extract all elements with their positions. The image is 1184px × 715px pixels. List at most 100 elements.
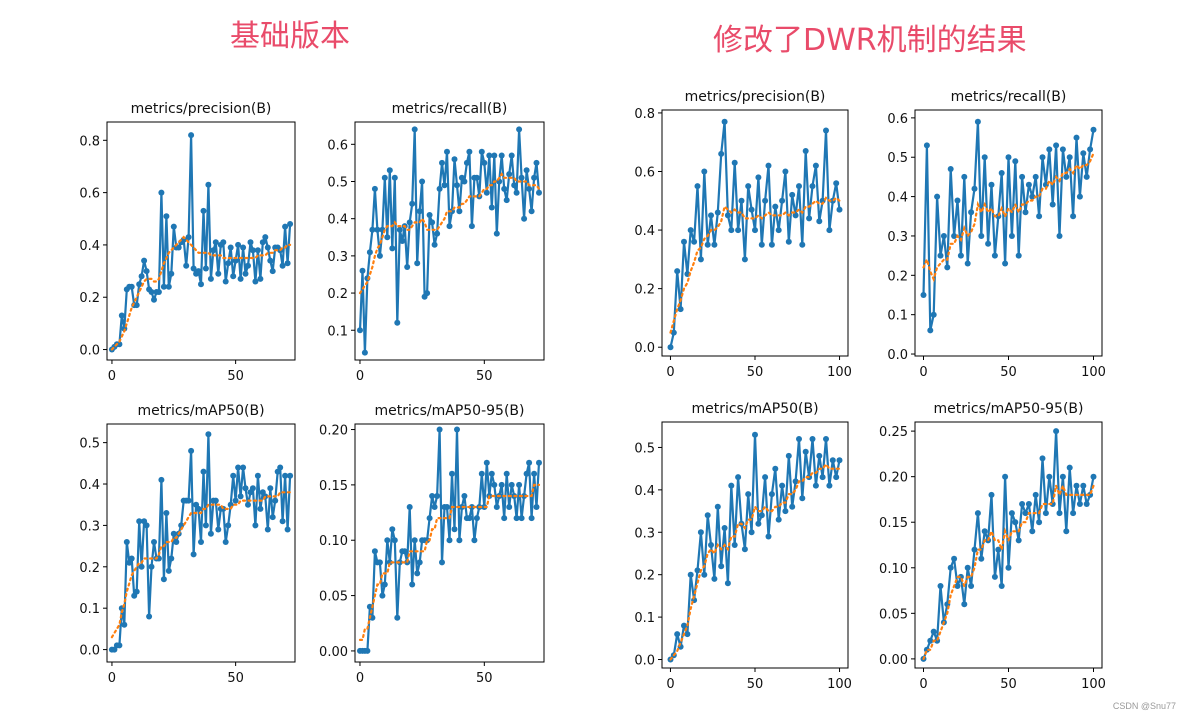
chart-title: metrics/mAP50(B) (137, 403, 264, 419)
y-tick-label: 0.6 (327, 138, 348, 153)
data-point (775, 516, 782, 523)
data-point (802, 448, 809, 455)
data-point (937, 583, 944, 589)
data-point (674, 268, 681, 275)
x-tick-label: 50 (476, 671, 493, 686)
data-point (711, 241, 718, 248)
data-point (202, 265, 209, 272)
y-tick-label: 0.4 (79, 478, 100, 493)
data-point (995, 546, 1002, 553)
data-point (138, 273, 145, 280)
data-point (1029, 193, 1036, 200)
data-point (409, 581, 416, 588)
data-point (434, 230, 441, 237)
data-point (381, 581, 388, 588)
data-point (951, 555, 958, 562)
data-point (128, 555, 135, 562)
data-point (964, 564, 971, 571)
data-point (133, 588, 140, 595)
data-point (533, 504, 540, 510)
data-point (687, 571, 694, 578)
y-tick-label: 0.6 (634, 166, 655, 181)
series-line-smooth (669, 462, 841, 661)
chart-left-4: metrics/mAP50-95(B) 0.00 0.05 0.10 0.15 0.20 0… (319, 403, 545, 686)
plot-frame (354, 423, 545, 663)
data-point (215, 526, 222, 533)
data-point (513, 189, 520, 196)
data-point (501, 515, 508, 522)
chart-left-2: metrics/recall(B) 0.1 0.2 0.3 0.4 0.5 0.6 0 50 (327, 101, 545, 384)
chart-title: metrics/mAP50-95(B) (375, 403, 525, 419)
data-point (971, 185, 978, 192)
data-point (391, 174, 398, 181)
data-point (198, 281, 204, 288)
data-point (168, 270, 175, 277)
data-point (1087, 146, 1094, 153)
data-point (1070, 213, 1077, 220)
data-point (823, 127, 829, 134)
data-point (237, 493, 244, 500)
data-point (488, 470, 495, 477)
y-tick-label: 0.1 (327, 324, 348, 339)
data-point (444, 148, 450, 155)
data-point (391, 537, 398, 544)
data-point (687, 227, 694, 234)
data-point (357, 327, 363, 334)
data-point (1073, 134, 1080, 141)
data-point (279, 262, 286, 269)
data-point (1036, 519, 1043, 526)
data-point (369, 226, 376, 233)
data-point (376, 252, 383, 259)
data-point (364, 647, 371, 654)
data-point (796, 436, 802, 442)
chart-title: metrics/mAP50-95(B) (934, 401, 1084, 417)
data-point (247, 239, 254, 246)
data-point (486, 152, 493, 159)
data-point (138, 563, 145, 570)
y-tick-label: 0.10 (319, 534, 348, 549)
data-point (426, 212, 433, 218)
chart-title: metrics/recall(B) (951, 89, 1067, 105)
data-point (991, 252, 998, 259)
x-tick-label: 100 (1081, 677, 1106, 692)
data-point (277, 464, 284, 471)
data-point (170, 530, 177, 537)
data-point (151, 296, 157, 303)
data-point (704, 241, 711, 248)
data-point (923, 142, 930, 149)
y-tick-label: 0.15 (319, 479, 348, 494)
data-point (792, 478, 799, 485)
data-point (731, 159, 738, 166)
data-point (785, 452, 792, 459)
data-point (212, 239, 219, 246)
plot-frame (914, 421, 1103, 669)
data-point (1012, 519, 1019, 526)
series-line-results (922, 120, 1095, 332)
data-point (232, 497, 239, 504)
data-point (988, 181, 995, 188)
data-point (259, 239, 266, 246)
x-tick-label: 50 (1000, 677, 1017, 692)
data-point (451, 526, 458, 533)
data-point (816, 218, 823, 225)
data-point (1049, 501, 1056, 507)
series-line-results (358, 128, 541, 354)
data-point (1008, 510, 1015, 517)
data-point (136, 281, 143, 288)
data-point (245, 262, 251, 269)
data-point (446, 537, 453, 544)
x-tick-label: 0 (666, 677, 674, 692)
data-point (789, 503, 796, 510)
data-point (389, 245, 396, 252)
data-point (526, 185, 533, 192)
data-point (205, 181, 212, 188)
data-point (1005, 154, 1012, 161)
data-point (414, 260, 421, 267)
data-point (927, 327, 934, 334)
data-point (694, 567, 701, 574)
data-point (1022, 510, 1029, 517)
data-point (195, 505, 202, 512)
data-point (254, 247, 261, 254)
y-tick-label: 0.8 (634, 107, 655, 122)
